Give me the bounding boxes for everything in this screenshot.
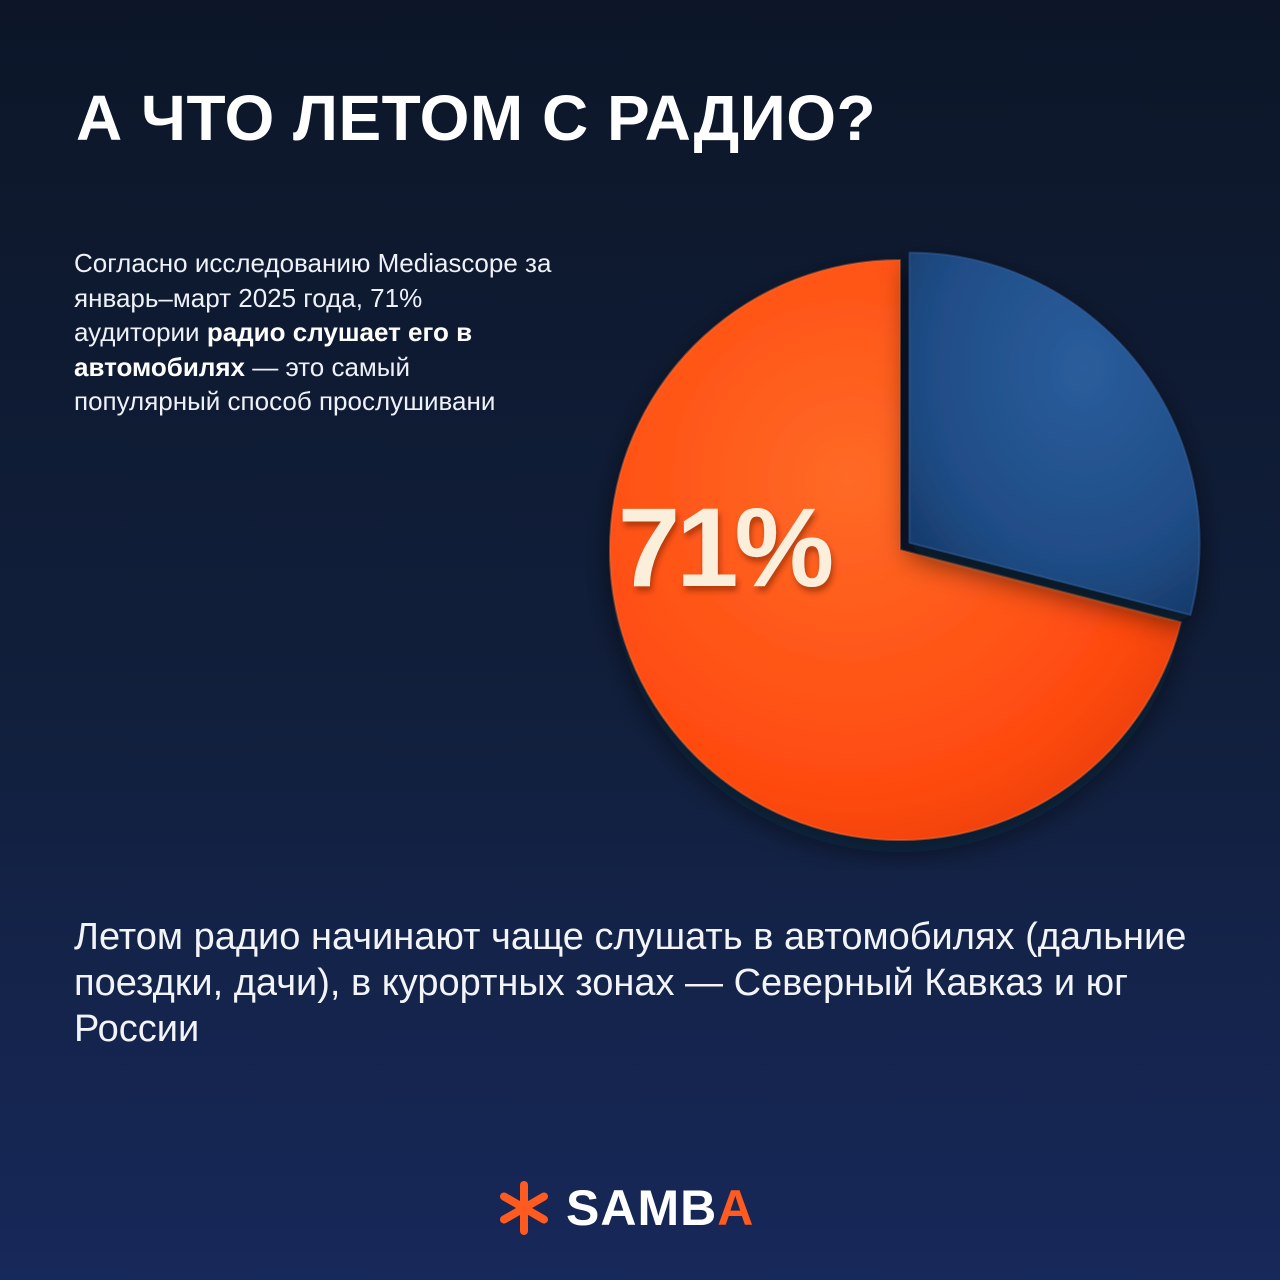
pie-slice-71 bbox=[609, 259, 1182, 841]
intro-text-start: Согласно исследованию Mediascope за янва… bbox=[74, 248, 552, 347]
logo-text-accent: A bbox=[717, 1180, 755, 1236]
page-title: А ЧТО ЛЕТОМ С РАДИО? bbox=[76, 82, 877, 154]
pie-slice-label: 71% bbox=[618, 485, 832, 610]
pie-slice-29 bbox=[908, 251, 1201, 616]
pie-chart: 71% bbox=[609, 251, 1201, 841]
asterisk-icon bbox=[500, 1181, 548, 1235]
intro-text-end: — это самый популярный способ прослушива… bbox=[74, 351, 496, 417]
logo-text: SAMBA bbox=[566, 1179, 754, 1237]
bottom-text: Летом радио начинают чаще слушать в авто… bbox=[74, 916, 1187, 1050]
samba-logo: SAMBA bbox=[496, 1178, 754, 1238]
logo-text-main: SAMB bbox=[566, 1180, 718, 1236]
intro-text-bold: радио слушает его в автомобилях bbox=[74, 317, 473, 382]
intro-text: Согласно исследованию Mediascope за янва… bbox=[74, 246, 554, 419]
